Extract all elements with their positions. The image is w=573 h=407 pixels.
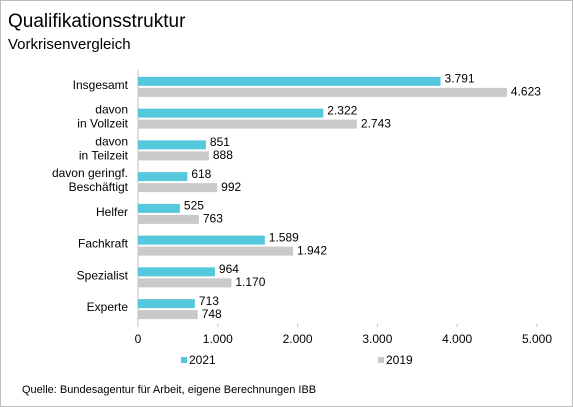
y-tick-label: Insgesamt xyxy=(73,78,129,92)
x-tick-label: 2.000 xyxy=(283,332,313,346)
y-tick-label-line: in Vollzeit xyxy=(77,117,128,131)
y-tick-label: davon in Vollzeit xyxy=(77,103,128,131)
chart-subtitle: Vorkrisenvergleich xyxy=(8,36,131,53)
bar xyxy=(138,108,324,118)
bar xyxy=(138,87,507,97)
legend-label: 2021 xyxy=(189,353,216,367)
bar xyxy=(138,119,357,129)
y-tick-label: davon in Teilzeit xyxy=(79,135,129,163)
legend-label: 2019 xyxy=(386,353,413,367)
value-label: 1.589 xyxy=(269,230,299,244)
value-label: 748 xyxy=(202,307,222,321)
y-tick-label-line: Spezialist xyxy=(77,269,129,283)
y-tick-label: davon geringf. Beschäftigt xyxy=(52,166,129,194)
legend-swatch xyxy=(181,357,187,363)
bar xyxy=(138,310,198,320)
value-label: 618 xyxy=(191,167,211,181)
value-label: 4.623 xyxy=(511,85,541,99)
bar xyxy=(138,76,441,86)
y-tick-label-line: Experte xyxy=(87,300,129,314)
value-label: 851 xyxy=(210,135,230,149)
x-tick-label: 0 xyxy=(135,332,142,346)
y-tick-label-line: Beschäftigt xyxy=(69,180,129,194)
value-label: 888 xyxy=(213,148,233,162)
chart-title: Qualifikationsstruktur xyxy=(8,11,186,32)
y-tick-label-line: in Teilzeit xyxy=(79,149,129,163)
y-tick-label: Spezialist xyxy=(77,269,129,283)
value-label: 964 xyxy=(219,262,239,276)
x-tick-label: 1.000 xyxy=(203,332,233,346)
bar xyxy=(138,203,180,213)
bar xyxy=(138,214,199,224)
bar xyxy=(138,151,209,161)
bar xyxy=(138,183,218,193)
bar xyxy=(138,140,206,150)
value-label: 2.743 xyxy=(361,116,391,130)
bar xyxy=(138,246,293,256)
bar xyxy=(138,278,232,288)
value-label: 525 xyxy=(184,199,204,213)
value-label: 763 xyxy=(203,212,223,226)
bar xyxy=(138,299,195,309)
y-tick-label-line: davon xyxy=(95,103,128,117)
y-tick-label: Fachkraft xyxy=(78,237,129,251)
x-tick-label: 3.000 xyxy=(362,332,392,346)
bar xyxy=(138,267,215,277)
bar xyxy=(138,172,188,182)
x-tick-label: 4.000 xyxy=(442,332,472,346)
value-label: 713 xyxy=(199,294,219,308)
y-tick-label-line: Insgesamt xyxy=(73,78,129,92)
bar xyxy=(138,235,265,245)
value-label: 2.322 xyxy=(327,103,357,117)
source: Quelle: Bundesagentur für Arbeit, eigene… xyxy=(22,384,316,396)
value-label: 1.170 xyxy=(235,275,265,289)
y-tick-label-line: davon xyxy=(95,135,128,149)
y-tick-label-line: Helfer xyxy=(96,205,128,219)
y-tick-label: Experte xyxy=(87,300,129,314)
y-tick-label: Helfer xyxy=(96,205,128,219)
legend-swatch xyxy=(378,357,384,363)
y-tick-label-line: davon geringf. xyxy=(52,166,128,180)
y-tick-label-line: Fachkraft xyxy=(78,237,129,251)
value-label: 992 xyxy=(221,180,241,194)
value-label: 1.942 xyxy=(297,243,327,257)
x-tick-label: 5.000 xyxy=(522,332,552,346)
value-label: 3.791 xyxy=(445,72,475,86)
